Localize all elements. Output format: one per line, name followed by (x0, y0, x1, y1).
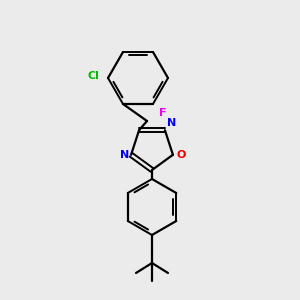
Text: N: N (167, 118, 176, 128)
Text: O: O (177, 150, 186, 160)
Text: F: F (159, 108, 166, 118)
Text: N: N (120, 150, 129, 160)
Text: Cl: Cl (87, 71, 99, 81)
